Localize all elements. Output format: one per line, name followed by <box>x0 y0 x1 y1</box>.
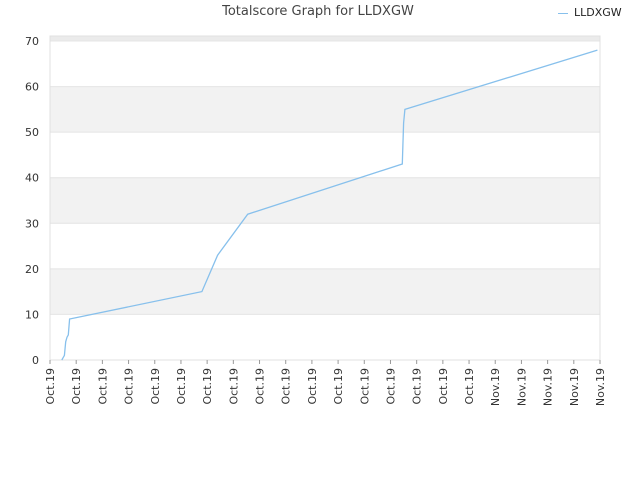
y-tick-label: 70 <box>25 35 39 48</box>
x-tick-label: Oct.19 <box>437 368 450 405</box>
legend-label: LLDXGW <box>574 6 622 19</box>
x-tick-label: Oct.19 <box>411 368 424 405</box>
grid-band-top <box>50 36 600 41</box>
x-tick-label: Oct.19 <box>123 368 136 405</box>
plot-border <box>49 35 601 361</box>
x-tick-label: Nov.19 <box>594 368 607 406</box>
y-tick-label: 40 <box>25 172 39 185</box>
x-tick-label: Oct.19 <box>201 368 214 405</box>
y-tick-label: 30 <box>25 217 39 230</box>
x-tick-label: Oct.19 <box>280 368 293 405</box>
x-tick-label: Oct.19 <box>463 368 476 405</box>
series-line <box>61 49 598 361</box>
y-tick-label: 0 <box>32 354 39 367</box>
grid-band <box>50 268 600 315</box>
x-tick-label: Oct.19 <box>384 368 397 405</box>
x-tick-label: Nov.19 <box>542 368 555 406</box>
x-tick-label: Nov.19 <box>515 368 528 406</box>
legend[interactable]: LLDXGW <box>558 6 622 19</box>
legend-swatch <box>558 12 568 14</box>
x-tick-label: Oct.19 <box>96 368 109 405</box>
x-tick-label: Oct.19 <box>332 368 345 405</box>
y-tick-label: 20 <box>25 263 39 276</box>
grid-band <box>50 86 600 133</box>
y-tick-label: 50 <box>25 126 39 139</box>
x-tick-label: Oct.19 <box>149 368 162 405</box>
x-tick-label: Nov.19 <box>489 368 502 406</box>
chart-title: Totalscore Graph for LLDXGW <box>222 4 414 19</box>
x-tick-label: Oct.19 <box>254 368 267 405</box>
x-tick-label: Nov.19 <box>568 368 581 406</box>
grid-band <box>50 177 600 224</box>
x-tick-label: Oct.19 <box>227 368 240 405</box>
x-tick-label: Oct.19 <box>306 368 319 405</box>
y-tick-label: 10 <box>25 308 39 321</box>
x-tick-label: Oct.19 <box>70 368 83 405</box>
x-tick-label: Oct.19 <box>175 368 188 405</box>
y-tick-label: 60 <box>25 81 39 94</box>
x-tick-label: Oct.19 <box>44 368 57 405</box>
x-tick-label: Oct.19 <box>358 368 371 405</box>
